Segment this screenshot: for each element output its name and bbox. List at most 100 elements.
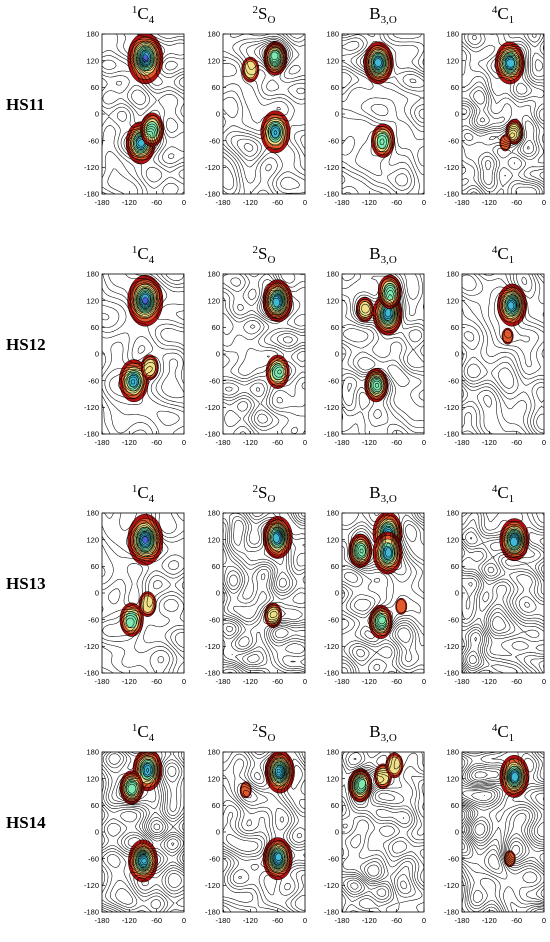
y-tick-label: 60 bbox=[212, 83, 220, 92]
y-tick-label: -180 bbox=[205, 908, 220, 917]
column-title-sup: 2 bbox=[253, 4, 259, 16]
contour-line bbox=[357, 542, 394, 560]
contour-area bbox=[102, 274, 184, 434]
x-tick-label: -60 bbox=[151, 916, 162, 925]
y-tick-label: -180 bbox=[84, 190, 99, 199]
column-title-sup: 4 bbox=[492, 483, 498, 495]
y-tick-label: -120 bbox=[324, 403, 339, 412]
contour-line bbox=[353, 525, 399, 626]
contour-line bbox=[462, 513, 544, 673]
contour-line bbox=[342, 513, 424, 673]
contour-line bbox=[224, 286, 293, 424]
contour-line bbox=[464, 530, 537, 669]
x-tick-label: -180 bbox=[94, 198, 109, 207]
y-tick-label: -60 bbox=[209, 854, 220, 863]
y-tick-label: 180 bbox=[326, 270, 339, 279]
panel-hs11-1: 1C4 180 120 60 0 -60 -120 -180-180 -120 -60 0 bbox=[84, 4, 186, 207]
column-title-sub: 4 bbox=[149, 732, 155, 744]
y-tick-label: -120 bbox=[444, 403, 459, 412]
contour-line bbox=[142, 52, 150, 61]
column-title-base: C bbox=[137, 483, 148, 502]
y-tick-label: -120 bbox=[205, 881, 220, 890]
column-title: 1C4 bbox=[132, 4, 155, 26]
contour-line bbox=[273, 766, 284, 863]
contour-line bbox=[223, 513, 305, 673]
contour-area bbox=[462, 513, 544, 673]
column-title: 2SO bbox=[253, 4, 276, 26]
contour-line bbox=[223, 35, 305, 194]
contour-line bbox=[462, 767, 544, 912]
y-tick-label: -120 bbox=[324, 642, 339, 651]
contour-line bbox=[342, 34, 424, 185]
x-tick-label: -120 bbox=[362, 198, 377, 207]
y-tick-label: 180 bbox=[207, 748, 220, 757]
column-title-sup: 2 bbox=[253, 483, 259, 495]
column-title-sub: 1 bbox=[509, 493, 515, 505]
column-title-sub: 1 bbox=[509, 254, 515, 266]
minimum-well bbox=[500, 135, 511, 150]
y-tick-label: 120 bbox=[207, 296, 220, 305]
contour-line bbox=[102, 513, 184, 673]
column-title-sub: 1 bbox=[509, 732, 515, 744]
x-tick-label: -60 bbox=[511, 677, 522, 686]
y-tick-label: 0 bbox=[216, 110, 220, 119]
column-title: B3,O bbox=[369, 4, 397, 26]
column-title-base: B bbox=[369, 483, 380, 502]
contour-line bbox=[370, 54, 386, 71]
x-tick-label: -120 bbox=[243, 916, 258, 925]
x-tick-label: -60 bbox=[151, 677, 162, 686]
column-title-base: S bbox=[258, 244, 267, 263]
contour-line bbox=[122, 760, 155, 868]
minimum-well bbox=[383, 283, 396, 301]
column-title: 4C1 bbox=[492, 483, 514, 505]
contour-line bbox=[463, 274, 544, 434]
column-title-sub: 4 bbox=[149, 254, 155, 266]
contour-line bbox=[464, 34, 544, 194]
y-tick-label: 60 bbox=[91, 801, 99, 810]
contour-area bbox=[223, 34, 305, 194]
contour-line bbox=[504, 57, 517, 69]
x-tick-label: -180 bbox=[94, 438, 109, 447]
contour-line bbox=[468, 532, 522, 665]
column-title-sub: O bbox=[268, 14, 276, 26]
contour-line bbox=[223, 274, 305, 434]
x-tick-label: -180 bbox=[334, 198, 349, 207]
x-tick-label: 0 bbox=[422, 916, 426, 925]
contour-line bbox=[521, 276, 544, 431]
y-tick-label: -120 bbox=[444, 163, 459, 172]
contour-line bbox=[342, 513, 424, 673]
contour-line bbox=[266, 47, 282, 65]
contour-line bbox=[223, 274, 305, 434]
column-title-base: B bbox=[369, 244, 380, 263]
x-tick-label: 0 bbox=[542, 916, 546, 925]
contour-line bbox=[267, 292, 285, 313]
contour-line bbox=[342, 72, 352, 90]
contour-line bbox=[265, 291, 286, 314]
panel-hs13-4: 4C1 180 120 60 0 -60 -120 -180-180 -120 -60 0 bbox=[444, 483, 546, 686]
contour-line bbox=[102, 55, 179, 194]
x-tick-label: -180 bbox=[215, 198, 230, 207]
x-tick-label: -120 bbox=[122, 677, 137, 686]
contour-line bbox=[104, 274, 184, 426]
contour-line bbox=[120, 758, 161, 869]
contour-line bbox=[468, 582, 544, 673]
contour-line bbox=[131, 45, 156, 153]
y-tick-label: 60 bbox=[451, 562, 459, 571]
y-tick-label: 0 bbox=[455, 110, 459, 119]
y-tick-label: 180 bbox=[86, 509, 99, 518]
contour-line bbox=[236, 40, 288, 157]
column-title-base: C bbox=[497, 722, 508, 741]
y-tick-label: -60 bbox=[328, 376, 339, 385]
contour-line bbox=[497, 292, 522, 339]
column-title: 1C4 bbox=[132, 722, 155, 744]
column-title: B3,O bbox=[369, 722, 397, 744]
x-tick-label: -60 bbox=[391, 438, 402, 447]
y-tick-label: -180 bbox=[205, 430, 220, 439]
contour-line bbox=[462, 513, 544, 673]
contour-line bbox=[102, 752, 184, 912]
x-tick-label: 0 bbox=[303, 677, 307, 686]
contour-line bbox=[342, 752, 424, 912]
y-tick-label: 120 bbox=[207, 56, 220, 65]
column-title-base: B bbox=[369, 4, 380, 23]
y-tick-label: 180 bbox=[207, 509, 220, 518]
